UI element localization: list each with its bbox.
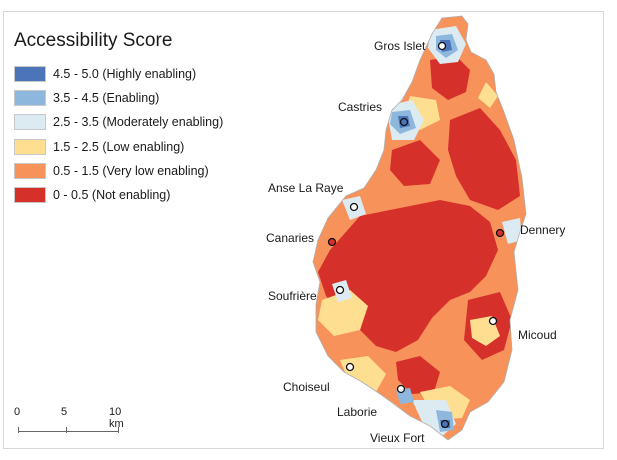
town-marker-vieux-fort <box>440 419 450 429</box>
legend-label: 0 - 0.5 (Not enabling) <box>53 188 171 203</box>
scale-tick <box>66 427 67 433</box>
legend-item-not-enabling: 0 - 0.5 (Not enabling) <box>14 183 223 207</box>
zone-not-enabling-south <box>396 356 440 394</box>
town-label-anse-la-raye: Anse La Raye <box>268 181 344 195</box>
scale-tick <box>118 427 119 433</box>
legend-label: 0.5 - 1.5 (Very low enabling) <box>53 163 209 178</box>
town-label-gros-islet: Gros Islet <box>374 39 426 53</box>
scale-tick <box>18 427 19 433</box>
legend-label: 2.5 - 3.5 (Moderately enabling) <box>53 115 224 130</box>
legend-label: 3.5 - 4.5 (Enabling) <box>53 91 160 106</box>
accessibility-raster <box>313 16 526 440</box>
island-outline <box>312 15 527 441</box>
town-marker-soufriere <box>335 285 345 295</box>
legend-swatch <box>14 162 46 179</box>
scale-label-5: 5 <box>61 406 68 418</box>
legend: Accessibility Score 4.5 - 5.0 (Highly en… <box>14 30 223 207</box>
legend-swatch <box>14 114 46 131</box>
legend-label: 1.5 - 2.5 (Low enabling) <box>53 139 185 154</box>
legend-swatch <box>14 90 46 107</box>
town-marker-anse-la-raye <box>349 202 359 212</box>
legend-swatch <box>14 138 46 155</box>
town-label-laborie: Laborie <box>337 405 377 419</box>
town-label-micoud: Micoud <box>518 328 557 342</box>
town-marker-choiseul <box>345 362 355 372</box>
zone-low-northeast <box>478 82 498 108</box>
scale-label-0: 0 <box>14 406 21 418</box>
zone-not-enabling-east <box>448 108 520 210</box>
scale-line <box>18 431 118 432</box>
town-marker-laborie <box>396 384 406 394</box>
town-label-soufriere: Soufrière <box>268 289 317 303</box>
town-label-castries: Castries <box>338 100 382 114</box>
scale-bar: 0 5 10 km <box>14 406 134 434</box>
town-label-choiseul: Choiseul <box>283 380 330 394</box>
town-marker-dennery <box>495 228 505 238</box>
legend-swatch <box>14 66 46 83</box>
legend-swatch <box>14 187 46 204</box>
zone-not-enabling-castries-hills <box>390 140 440 186</box>
town-label-vieux-fort: Vieux Fort <box>370 431 425 445</box>
town-marker-gros-islet <box>437 41 447 51</box>
town-label-dennery: Dennery <box>520 223 565 237</box>
town-marker-micoud <box>488 316 498 326</box>
legend-item-very-low-enabling: 0.5 - 1.5 (Very low enabling) <box>14 159 223 183</box>
town-label-canaries: Canaries <box>266 231 314 245</box>
zone-not-enabling-north <box>430 56 470 100</box>
town-marker-castries <box>399 117 409 127</box>
zone-moderate-dennery <box>502 218 522 244</box>
town-marker-canaries <box>327 237 337 247</box>
scale-label-10: 10 km <box>109 406 124 430</box>
legend-item-low-enabling: 1.5 - 2.5 (Low enabling) <box>14 135 223 159</box>
legend-title: Accessibility Score <box>14 30 173 51</box>
zone-low-west <box>318 290 368 336</box>
legend-item-moderately-enabling: 2.5 - 3.5 (Moderately enabling) <box>14 110 223 134</box>
legend-label: 4.5 - 5.0 (Highly enabling) <box>53 67 197 82</box>
legend-item-highly-enabling: 4.5 - 5.0 (Highly enabling) <box>14 62 223 86</box>
legend-item-enabling: 3.5 - 4.5 (Enabling) <box>14 86 223 110</box>
